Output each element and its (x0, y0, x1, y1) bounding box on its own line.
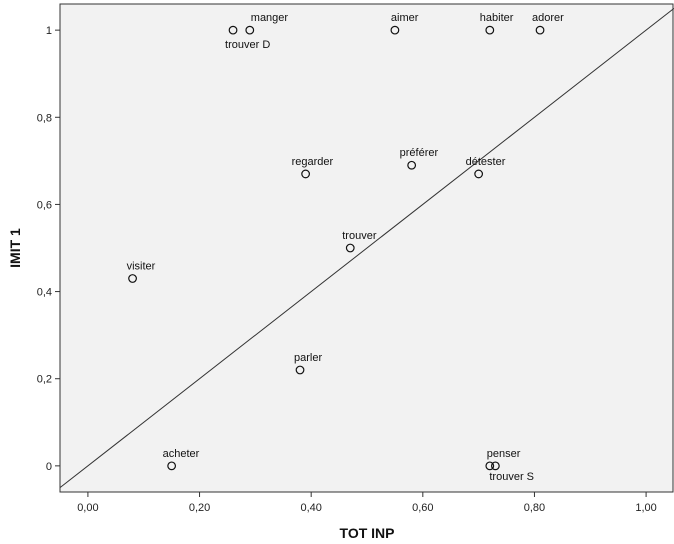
y-tick-label: 0,2 (37, 374, 52, 386)
x-tick-label: 0,00 (77, 502, 98, 514)
point-label-acheter: acheter (163, 448, 200, 460)
y-tick-label: 0,8 (37, 112, 52, 124)
y-tick-label: 1 (46, 25, 52, 37)
y-tick-label: 0,6 (37, 199, 52, 211)
point-label-parler: parler (294, 352, 322, 364)
point-label-detester: détester (466, 156, 506, 168)
point-manger (245, 25, 255, 35)
y-tick-label: 0 (46, 461, 52, 473)
y-axis-title: IMIT 1 (7, 228, 23, 268)
point-label-trouver: trouver (342, 230, 377, 242)
point-acheter (167, 461, 177, 471)
x-tick-label: 0,40 (300, 502, 321, 514)
point-label-trouver-d: trouver D (225, 39, 270, 51)
point-visiter (128, 274, 137, 283)
point-habiter (485, 25, 495, 35)
point-label-preferer: préférer (400, 147, 439, 159)
point-label-regarder: regarder (292, 156, 334, 168)
point-preferer (407, 160, 417, 170)
point-aimer (390, 25, 400, 35)
point-trouver (345, 243, 355, 253)
x-axis-title: TOT INP (340, 525, 395, 541)
point-regarder (301, 169, 311, 179)
point-trouver-d (228, 25, 238, 35)
point-label-penser: penser (487, 448, 521, 460)
point-adorer (535, 25, 545, 35)
point-label-manger: manger (251, 12, 289, 24)
x-tick-label: 0,80 (524, 502, 545, 514)
x-tick-label: 0,60 (412, 502, 433, 514)
reference-line (59, 7, 674, 489)
x-tick-label: 1,00 (635, 502, 656, 514)
point-parler (295, 365, 305, 375)
point-label-trouver-s: trouver S (489, 471, 534, 483)
point-label-habiter: habiter (480, 12, 514, 24)
point-label-visiter: visiter (127, 261, 156, 273)
y-tick-label: 0,4 (37, 287, 52, 299)
point-penser (485, 461, 495, 471)
point-label-aimer: aimer (391, 12, 419, 24)
point-detester (474, 169, 484, 179)
x-tick-label: 0,20 (189, 502, 210, 514)
point-label-adorer: adorer (532, 12, 564, 24)
point-trouver-s (490, 461, 500, 471)
